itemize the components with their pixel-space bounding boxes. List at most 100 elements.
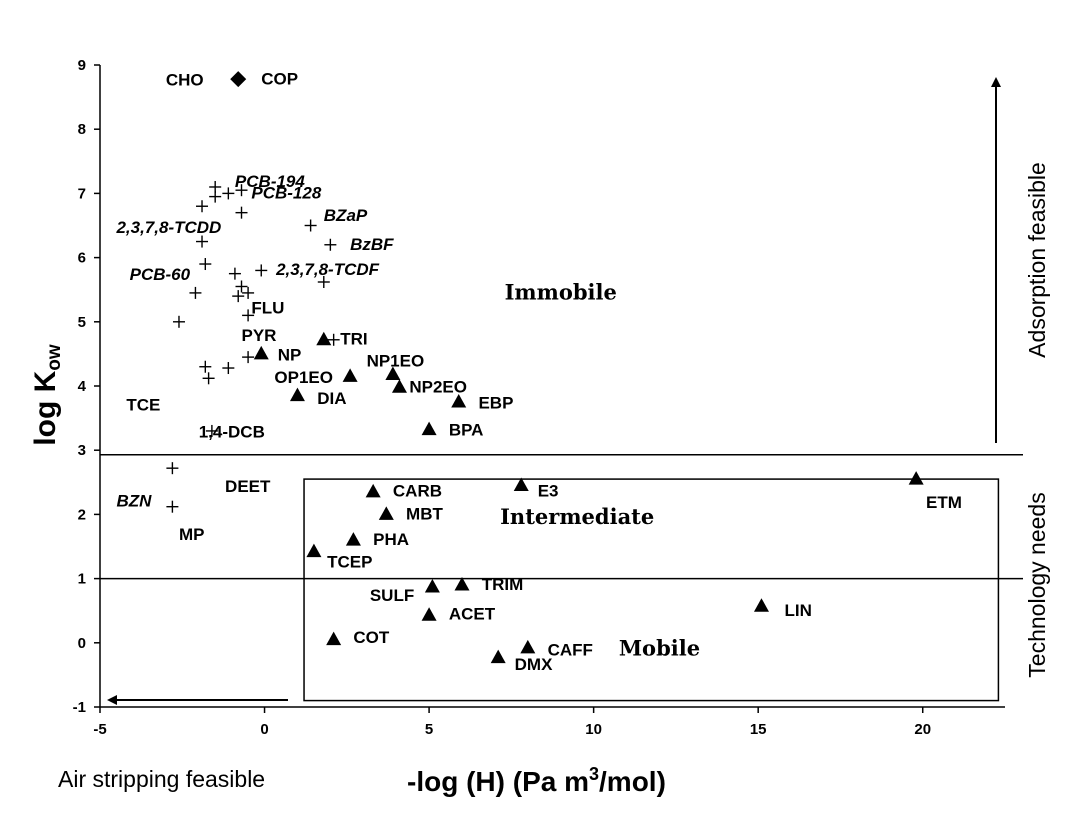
triangle-marker xyxy=(391,379,407,393)
x-axis-label-main: -log (H) (Pa m xyxy=(407,766,589,797)
y-axis-label-main: log K xyxy=(29,370,62,445)
point-label: FLU xyxy=(251,298,284,317)
plus-marker xyxy=(205,424,218,437)
technology-needs-label: Technology needs xyxy=(1024,492,1050,677)
point-label: E3 xyxy=(538,481,559,500)
y-tick-label: 0 xyxy=(78,635,86,652)
plus-marker xyxy=(222,362,235,375)
point-label: ACET xyxy=(449,605,496,624)
plus-marker xyxy=(189,286,202,299)
y-tick-label: 8 xyxy=(78,121,86,138)
triangle-marker xyxy=(385,366,401,380)
triangle-marker xyxy=(421,421,437,436)
point-label: NP2EO xyxy=(409,377,467,396)
point-label: 1,4-DCB xyxy=(199,422,265,441)
triangle-marker xyxy=(306,543,322,558)
x-tick-label: -5 xyxy=(93,721,106,738)
triangle-marker xyxy=(253,345,269,360)
plus-marker xyxy=(202,372,215,385)
plus-marker xyxy=(317,275,330,288)
point-label: OP1EO xyxy=(274,368,333,387)
y-tick-label: 2 xyxy=(78,506,86,523)
x-tick-label: 15 xyxy=(750,721,767,738)
triangle-marker xyxy=(454,577,470,591)
plus-marker xyxy=(196,200,209,213)
x-tick-label: 10 xyxy=(585,721,602,738)
point-label: MP xyxy=(179,525,205,544)
y-tick-label: -1 xyxy=(73,699,86,716)
point-label: TRI xyxy=(340,329,367,348)
point-label: TRIM xyxy=(482,575,524,594)
y-tick-label: 6 xyxy=(78,250,86,267)
plus-marker xyxy=(255,264,268,277)
plus-marker xyxy=(166,500,179,513)
triangle-marker xyxy=(520,639,536,654)
y-tick-label: 3 xyxy=(78,442,86,459)
point-label: DEET xyxy=(225,477,271,496)
x-tick-label: 20 xyxy=(914,721,931,738)
point-label: CARB xyxy=(393,481,442,500)
point-label: CHO xyxy=(166,71,204,90)
region-intermediate-label: Intermediate xyxy=(500,504,654,529)
point-label: MBT xyxy=(406,505,443,524)
point-label: TCE xyxy=(126,395,160,414)
y-tick-label: 9 xyxy=(78,57,86,74)
plus-marker xyxy=(324,238,337,251)
point-label: TCEP xyxy=(327,553,372,572)
adsorption-feasible-label: Adsorption feasible xyxy=(1024,162,1050,358)
plus-marker xyxy=(209,190,222,203)
plus-marker xyxy=(235,184,248,197)
point-label: PHA xyxy=(373,530,409,549)
plus-marker xyxy=(228,267,241,280)
point-label: EBP xyxy=(478,393,513,412)
point-label: PCB-128 xyxy=(251,184,321,203)
plus-marker xyxy=(327,333,340,346)
plus-marker xyxy=(242,286,255,299)
triangle-marker xyxy=(908,471,924,485)
point-label: NP xyxy=(278,345,302,364)
plus-marker xyxy=(166,462,179,475)
triangle-marker xyxy=(513,477,529,492)
point-label: CAFF xyxy=(548,641,593,660)
triangle-marker xyxy=(421,607,437,621)
point-label: BZaP xyxy=(324,206,368,225)
point-label: LIN xyxy=(785,601,812,620)
x-axis-label: -log (H) (Pa m3/mol) xyxy=(407,764,666,797)
x-axis-label-end: /mol) xyxy=(599,766,666,797)
point-label: 2,3,7,8-TCDF xyxy=(275,260,380,279)
y-tick-label: 7 xyxy=(78,185,86,202)
reference-lines xyxy=(100,453,1023,702)
air-stripping-feasible-label: Air stripping feasible xyxy=(58,766,265,792)
point-label: NP1EO xyxy=(367,352,425,371)
plus-marker xyxy=(172,315,185,328)
intermediate-box xyxy=(303,478,1000,702)
y-axis-label: log Kow xyxy=(29,344,65,446)
triangle-marker xyxy=(451,394,467,408)
plus-marker xyxy=(235,206,248,219)
plus-marker xyxy=(304,219,317,232)
y-tick-label: 1 xyxy=(78,571,86,588)
triangle-marker xyxy=(289,387,305,402)
diamond-marker xyxy=(230,71,247,88)
point-label: ETM xyxy=(926,493,962,512)
y-tick-label: 5 xyxy=(78,314,86,331)
x-tick-label: 5 xyxy=(425,721,433,738)
data-points xyxy=(166,71,924,664)
axes: -1 0 1 2 3 4 5 6 7 8 9 -5 0 5 10 15 20 xyxy=(73,57,1005,738)
plus-marker xyxy=(232,290,245,303)
plus-marker xyxy=(199,258,212,271)
point-label: BzBF xyxy=(350,235,394,254)
x-axis-label-superscript: 3 xyxy=(589,764,599,784)
triangle-marker xyxy=(365,483,381,498)
plus-marker xyxy=(196,235,209,248)
y-axis-label-subscript: ow xyxy=(44,344,65,371)
triangle-marker xyxy=(345,532,361,546)
point-label: COP xyxy=(261,69,298,88)
triangle-marker xyxy=(316,331,332,346)
triangle-marker xyxy=(424,578,440,593)
triangle-marker xyxy=(378,506,394,520)
point-label: SULF xyxy=(370,586,414,605)
point-label: BPA xyxy=(449,420,484,439)
triangle-marker xyxy=(326,631,342,646)
